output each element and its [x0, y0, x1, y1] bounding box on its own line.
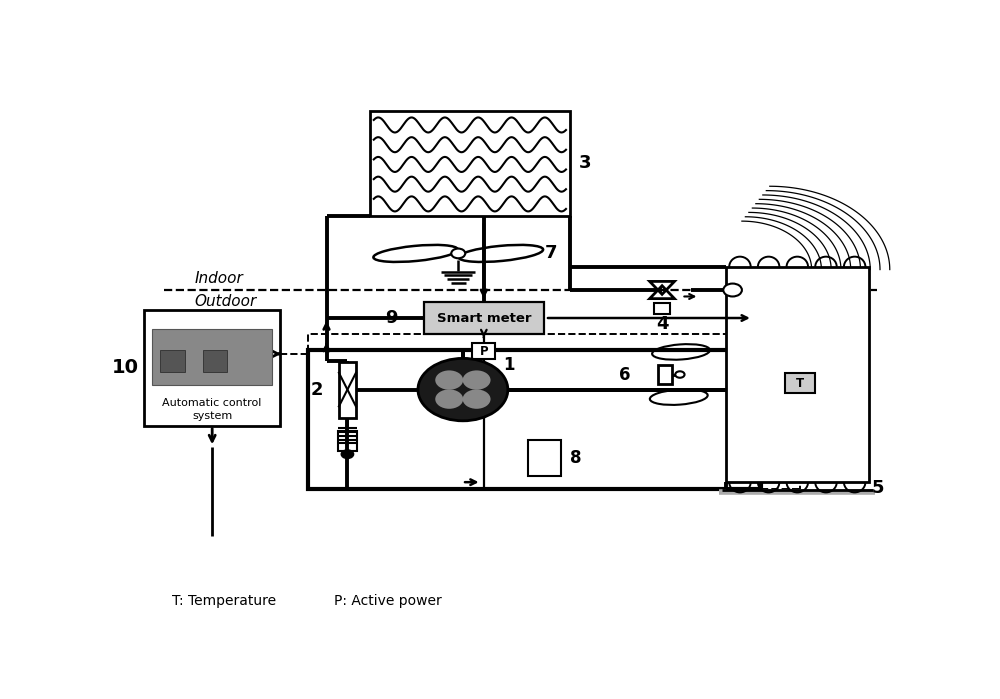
Text: P: Active power: P: Active power: [334, 593, 442, 607]
Bar: [472, 343, 495, 359]
Bar: [144, 310, 280, 426]
Circle shape: [418, 359, 508, 421]
Bar: [308, 350, 761, 489]
Circle shape: [675, 371, 685, 377]
Bar: [785, 373, 815, 394]
Text: 8: 8: [570, 449, 581, 467]
Circle shape: [435, 389, 463, 409]
Text: T: Temperature: T: Temperature: [172, 593, 276, 607]
Text: Outdoor: Outdoor: [195, 294, 257, 310]
Bar: [202, 350, 227, 372]
Text: P: P: [480, 345, 488, 358]
Bar: [726, 267, 869, 482]
Bar: [160, 350, 185, 372]
Text: 10: 10: [112, 359, 139, 377]
Circle shape: [723, 284, 742, 296]
Text: Smart meter: Smart meter: [437, 312, 531, 324]
Text: 4: 4: [656, 315, 668, 333]
Circle shape: [451, 249, 465, 258]
Text: system: system: [192, 411, 232, 421]
FancyBboxPatch shape: [424, 303, 544, 333]
Circle shape: [435, 370, 463, 390]
Bar: [658, 366, 672, 384]
Text: 1: 1: [504, 356, 515, 375]
Bar: [338, 431, 357, 451]
Circle shape: [463, 370, 491, 390]
Bar: [654, 303, 670, 314]
Text: 7: 7: [545, 245, 558, 262]
Bar: [370, 111, 570, 216]
Bar: [152, 329, 272, 385]
Text: 9: 9: [385, 309, 398, 327]
Text: 5: 5: [872, 479, 885, 496]
Bar: [528, 440, 561, 476]
Text: Automatic control: Automatic control: [162, 398, 262, 408]
Text: Indoor: Indoor: [195, 271, 244, 286]
Circle shape: [341, 450, 354, 459]
Text: 6: 6: [619, 366, 630, 384]
Text: 3: 3: [579, 154, 592, 172]
Text: T: T: [796, 377, 804, 389]
Text: 2: 2: [310, 380, 323, 398]
Bar: [339, 361, 356, 417]
Circle shape: [463, 389, 491, 409]
